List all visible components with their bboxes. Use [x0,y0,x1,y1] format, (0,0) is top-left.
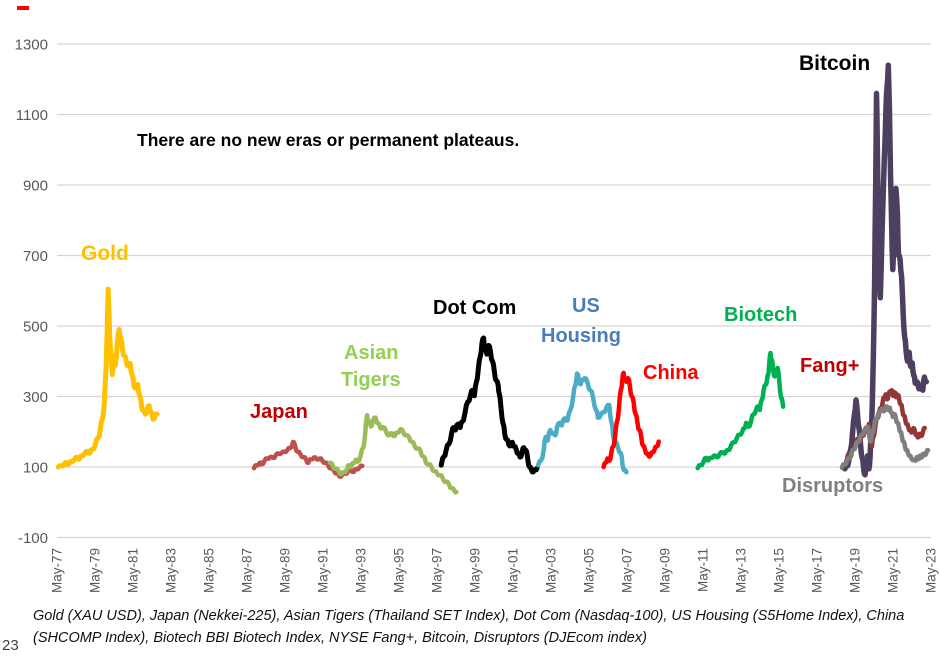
series-label-asian: Asian [344,342,399,364]
x-tick-label: May-81 [126,548,141,593]
series-line-china [601,370,661,470]
x-tick-label: May-77 [50,548,65,593]
series-label-housing: Housing [541,325,621,347]
series-label-fang: Fang+ [800,355,860,377]
y-tick-label: 500 [23,319,48,336]
series-label-bitcoin: Bitcoin [799,52,871,75]
series-label-tigers: Tigers [341,369,401,391]
footnote-line-2: (SHCOMP Index), Biotech BBI Biotech Inde… [33,630,647,646]
x-tick-label: May-05 [582,548,597,593]
series-label-gold: Gold [81,242,129,265]
y-tick-label: 1100 [16,107,48,124]
series-label-dot-com: Dot Com [433,297,517,319]
series-label-disruptors: Disruptors [782,475,884,497]
footnote-line-1: Gold (XAU USD), Japan (Nekkei-225), Asia… [33,608,905,624]
x-tick-label: May-13 [734,548,749,593]
x-tick-label: May-99 [468,548,483,593]
series-label-japan: Japan [250,401,308,423]
x-tick-label: May-93 [354,548,369,593]
x-tick-label: May-17 [810,548,825,593]
series-line-dot-com [438,335,540,475]
x-tick-label: May-85 [202,548,217,593]
y-tick-label: -100 [18,530,48,547]
red-dash-decoration [17,6,29,10]
x-tick-label: May-19 [848,548,863,593]
y-tick-label: 900 [23,178,48,195]
x-tick-label: May-97 [430,548,445,593]
x-tick-label: May-07 [620,548,635,593]
x-tick-label: May-03 [544,548,559,593]
series-line-disruptors [839,404,931,470]
x-tick-label: May-91 [316,548,331,593]
series-label-us: US [572,295,600,317]
x-tick-label: May-95 [392,548,407,593]
series-line-asian-tigers [327,412,459,495]
y-tick-label: 700 [23,248,48,265]
series-line-us-housing [535,371,629,475]
y-tick-label: 1300 [15,37,48,54]
x-tick-label: May-83 [164,548,179,593]
series-line-bitcoin [842,62,930,478]
series-line-gold [55,286,160,470]
series-label-biotech: Biotech [724,304,798,326]
x-tick-label: May-89 [278,548,293,593]
x-tick-label: May-21 [886,548,901,593]
chart-title: There are no new eras or permanent plate… [137,130,520,150]
x-tick-label: May-11 [696,548,711,592]
x-tick-label: May-09 [658,548,673,593]
series-line-biotech [695,350,786,471]
x-tick-label: May-79 [88,548,103,593]
x-tick-label: May-15 [772,548,787,593]
x-tick-label: May-01 [506,548,521,593]
page-number: 23 [2,637,19,654]
y-tick-label: 100 [23,460,48,477]
x-tick-label: May-23 [924,548,939,593]
series-label-china: China [643,362,699,384]
x-tick-label: May-87 [240,548,255,593]
y-tick-label: 300 [23,389,48,406]
